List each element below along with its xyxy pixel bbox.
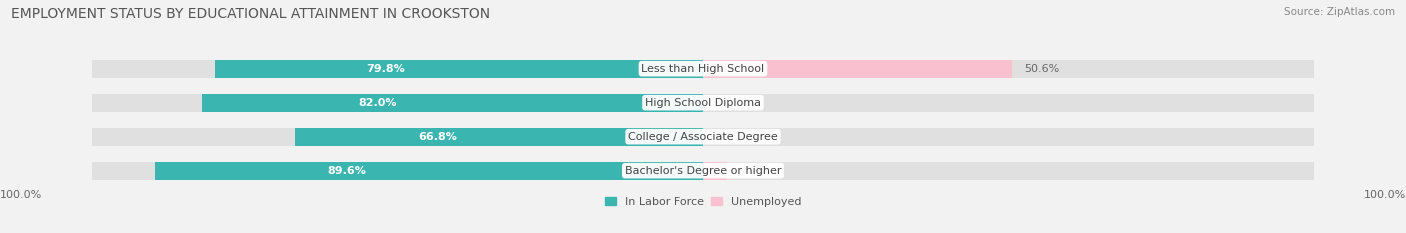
Text: 82.0%: 82.0% <box>359 98 396 108</box>
Bar <box>91 60 703 78</box>
Legend: In Labor Force, Unemployed: In Labor Force, Unemployed <box>605 197 801 207</box>
Bar <box>703 128 1315 146</box>
Text: High School Diploma: High School Diploma <box>645 98 761 108</box>
Bar <box>703 162 727 179</box>
Text: Bachelor's Degree or higher: Bachelor's Degree or higher <box>624 166 782 176</box>
Bar <box>91 128 703 146</box>
Text: 0.0%: 0.0% <box>716 132 744 142</box>
Text: 4.0%: 4.0% <box>740 166 768 176</box>
Text: EMPLOYMENT STATUS BY EDUCATIONAL ATTAINMENT IN CROOKSTON: EMPLOYMENT STATUS BY EDUCATIONAL ATTAINM… <box>11 7 491 21</box>
Text: 79.8%: 79.8% <box>367 64 405 74</box>
Bar <box>155 162 703 179</box>
Bar <box>703 60 1012 78</box>
Bar <box>703 94 1315 112</box>
Text: 66.8%: 66.8% <box>418 132 457 142</box>
Text: Source: ZipAtlas.com: Source: ZipAtlas.com <box>1284 7 1395 17</box>
Bar <box>295 128 703 146</box>
Text: 89.6%: 89.6% <box>328 166 367 176</box>
Bar <box>215 60 703 78</box>
Text: 100.0%: 100.0% <box>0 190 42 200</box>
Text: College / Associate Degree: College / Associate Degree <box>628 132 778 142</box>
Bar <box>703 162 1315 179</box>
Bar <box>201 94 703 112</box>
Text: 100.0%: 100.0% <box>1364 190 1406 200</box>
Text: 0.0%: 0.0% <box>716 98 744 108</box>
Bar <box>703 60 1315 78</box>
Bar <box>703 162 727 179</box>
Bar <box>91 162 703 179</box>
Bar <box>91 94 703 112</box>
Text: Less than High School: Less than High School <box>641 64 765 74</box>
Text: 50.6%: 50.6% <box>1025 64 1060 74</box>
Bar <box>703 60 1012 78</box>
